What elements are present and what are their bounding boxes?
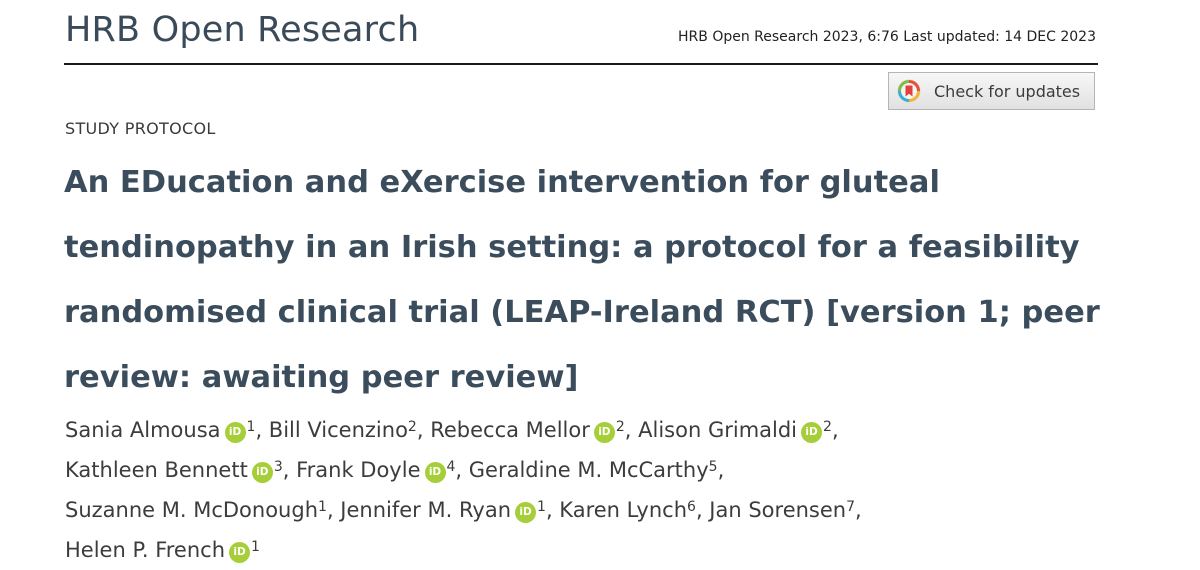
author-name[interactable]: Alison Grimaldi bbox=[638, 418, 798, 442]
article-title-line: review: awaiting peer review] bbox=[64, 360, 579, 395]
orcid-icon[interactable]: iD bbox=[224, 422, 246, 443]
author-item: Rebecca Mellor iD 2, bbox=[430, 418, 639, 443]
author-separator: , bbox=[326, 498, 341, 522]
author-list: Sania Almousa iD 1, Bill Vicenzino2, Rebec… bbox=[65, 410, 1165, 570]
author-name[interactable]: Sania Almousa bbox=[65, 418, 221, 442]
author-name[interactable]: Karen Lynch bbox=[559, 498, 688, 522]
author-name[interactable]: Kathleen Bennett bbox=[65, 458, 248, 482]
article-title-line: randomised clinical trial (LEAP-Ireland … bbox=[64, 295, 1100, 330]
author-name[interactable]: Helen P. French bbox=[65, 538, 226, 562]
author-separator: , bbox=[455, 458, 469, 482]
author-line: Helen P. French iD 1 bbox=[65, 530, 1165, 570]
article-type-label: STUDY PROTOCOL bbox=[65, 119, 216, 138]
check-for-updates-label: Check for updates bbox=[934, 81, 1081, 101]
orcid-icon[interactable]: iD bbox=[801, 422, 823, 443]
author-item: Helen P. French iD 1 bbox=[65, 538, 260, 563]
author-separator: , bbox=[416, 418, 431, 442]
affiliation-number[interactable]: 1 bbox=[318, 499, 327, 515]
author-name[interactable]: Geraldine M. McCarthy bbox=[468, 458, 709, 482]
author-separator: , bbox=[695, 498, 710, 522]
author-separator: , bbox=[624, 418, 639, 442]
author-name[interactable]: Jennifer M. Ryan bbox=[340, 498, 512, 522]
orcid-icon[interactable]: iD bbox=[593, 422, 615, 443]
affiliation-number[interactable]: 2 bbox=[407, 419, 417, 435]
article-title: An EDucation and eXercise intervention f… bbox=[64, 150, 1124, 410]
author-item: Suzanne M. McDonough1, bbox=[65, 498, 340, 522]
author-name[interactable]: Jan Sorensen bbox=[709, 498, 847, 522]
author-item: Bill Vicenzino2, bbox=[269, 418, 430, 442]
journal-name[interactable]: HRB Open Research bbox=[65, 10, 420, 50]
author-item: Geraldine M. McCarthy5, bbox=[469, 458, 724, 482]
author-separator: , bbox=[545, 498, 560, 522]
affiliation-number[interactable]: 2 bbox=[615, 419, 625, 435]
author-line: Suzanne M. McDonough1, Jennifer M. Ryan i… bbox=[65, 490, 1165, 530]
affiliation-number[interactable]: 7 bbox=[846, 499, 856, 515]
orcid-icon[interactable]: iD bbox=[424, 462, 446, 483]
author-item: Kathleen Bennett iD 3, bbox=[65, 458, 297, 483]
author-separator: , bbox=[717, 458, 725, 482]
affiliation-number[interactable]: 3 bbox=[273, 459, 283, 475]
affiliation-number[interactable]: 1 bbox=[251, 539, 260, 555]
affiliation-number[interactable]: 5 bbox=[708, 459, 718, 475]
author-item: Alison Grimaldi iD 2, bbox=[638, 418, 839, 443]
author-separator: , bbox=[255, 418, 269, 442]
article-title-line: An EDucation and eXercise intervention f… bbox=[64, 165, 940, 200]
author-name[interactable]: Frank Doyle bbox=[296, 458, 421, 482]
author-item: Sania Almousa iD 1, bbox=[65, 418, 269, 443]
author-name[interactable]: Bill Vicenzino bbox=[268, 418, 408, 442]
header-divider bbox=[64, 63, 1098, 65]
orcid-icon[interactable]: iD bbox=[229, 542, 251, 563]
affiliation-number[interactable]: 2 bbox=[823, 419, 832, 435]
author-separator: , bbox=[831, 418, 839, 442]
orcid-icon[interactable]: iD bbox=[515, 502, 537, 523]
crossmark-icon bbox=[897, 79, 921, 103]
author-item: Jan Sorensen7, bbox=[709, 498, 861, 522]
affiliation-number[interactable]: 1 bbox=[246, 419, 256, 435]
author-item: Jennifer M. Ryan iD 1, bbox=[340, 498, 560, 523]
author-item: Karen Lynch6, bbox=[559, 498, 709, 522]
author-item: Frank Doyle iD 4, bbox=[296, 458, 469, 483]
citation-line: HRB Open Research 2023, 6:76 Last update… bbox=[678, 29, 1096, 45]
author-separator: , bbox=[282, 458, 297, 482]
article-title-line: tendinopathy in an Irish setting: a prot… bbox=[64, 230, 1080, 265]
author-line: Kathleen Bennett iD 3, Frank Doyle iD 4, Ger… bbox=[65, 450, 1165, 490]
orcid-icon[interactable]: iD bbox=[251, 462, 273, 483]
author-separator: , bbox=[855, 498, 862, 522]
affiliation-number[interactable]: 6 bbox=[687, 499, 696, 515]
check-for-updates-button[interactable]: Check for updates bbox=[888, 72, 1095, 110]
affiliation-number[interactable]: 1 bbox=[537, 499, 546, 515]
author-name[interactable]: Suzanne M. McDonough bbox=[65, 498, 319, 522]
affiliation-number[interactable]: 4 bbox=[446, 459, 456, 475]
author-line: Sania Almousa iD 1, Bill Vicenzino2, Rebec… bbox=[65, 410, 1165, 450]
author-name[interactable]: Rebecca Mellor bbox=[430, 418, 590, 442]
